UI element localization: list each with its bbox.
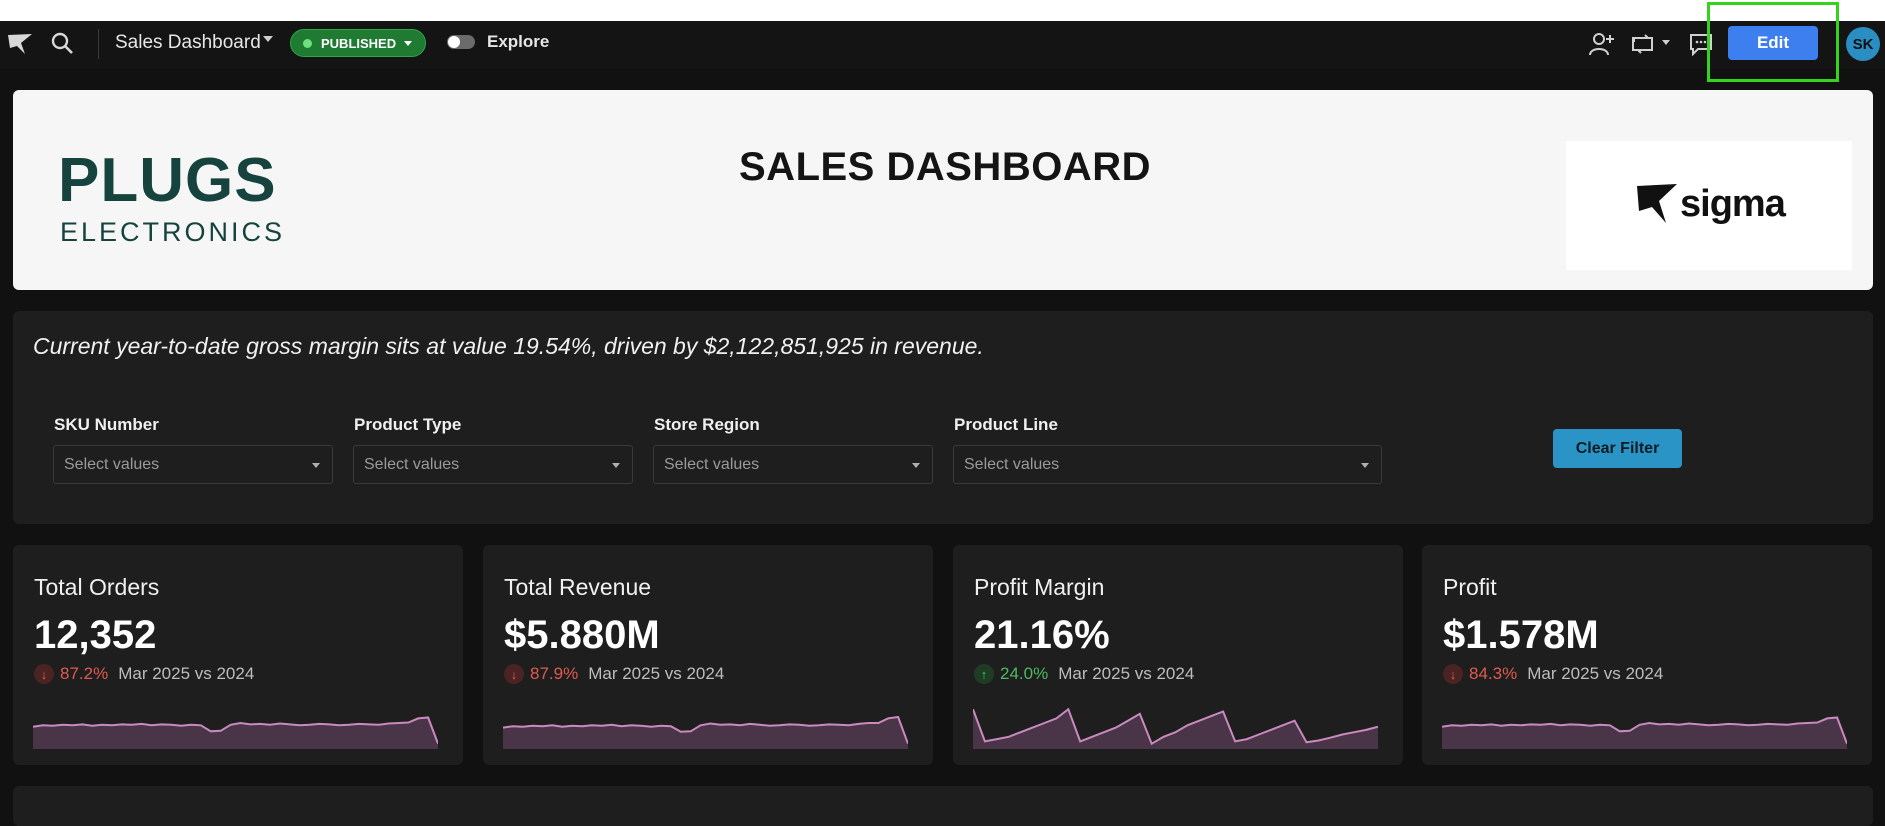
- electronics-logo-text: ELECTRONICS: [60, 217, 286, 247]
- toggle-knob: [448, 36, 460, 48]
- kpi-delta-period: Mar 2025 vs 2024: [1527, 664, 1664, 683]
- plugs-logo: PLUGS: [58, 146, 277, 215]
- select-placeholder: Select values: [664, 455, 760, 473]
- header-card: [13, 90, 1873, 290]
- select-placeholder: Select values: [964, 455, 1060, 473]
- sparkline-line: [503, 715, 908, 745]
- sparkline-area: [503, 717, 908, 749]
- filter-label-product-line: Product Line: [954, 415, 1058, 434]
- kpi-title: Total Orders: [34, 574, 160, 600]
- toolbar-divider: [98, 29, 99, 59]
- search-icon[interactable]: [48, 29, 76, 57]
- sigma-logo-text: sigma: [1680, 183, 1786, 225]
- kpi-delta-value: 87.2%: [60, 664, 109, 683]
- filter-label-sku: SKU Number: [54, 415, 159, 434]
- chevron-down-icon: [912, 463, 920, 468]
- refresh-icon[interactable]: [1628, 29, 1658, 59]
- add-user-icon[interactable]: [1587, 29, 1617, 59]
- arrow-down-icon: ↓: [34, 664, 54, 684]
- kpi-delta: ↓ 87.9% Mar 2025 vs 2024: [504, 664, 724, 684]
- chevron-down-icon: [312, 463, 320, 468]
- kpi-delta-period: Mar 2025 vs 2024: [1058, 664, 1195, 683]
- kpi-card-profit[interactable]: Profit $1.578M ↓ 84.3% Mar 2025 vs 2024: [1422, 545, 1872, 765]
- filter-select-product-type[interactable]: Select values: [353, 445, 633, 484]
- arrow-up-icon: ↑: [974, 664, 994, 684]
- sigma-logo-icon: [1634, 182, 1680, 226]
- kpi-sparkline: [33, 716, 438, 749]
- chevron-down-icon[interactable]: [1662, 40, 1670, 45]
- filter-select-store-region[interactable]: Select values: [653, 445, 933, 484]
- kpi-delta-value: 24.0%: [1000, 664, 1049, 683]
- kpi-delta: ↑ 24.0% Mar 2025 vs 2024: [974, 664, 1194, 684]
- status-dot-icon: [303, 38, 312, 48]
- filter-label-store-region: Store Region: [654, 415, 760, 434]
- top-strip: [0, 0, 1885, 21]
- filter-select-sku[interactable]: Select values: [53, 445, 333, 484]
- kpi-card-total-orders[interactable]: Total Orders 12,352 ↓ 87.2% Mar 2025 vs …: [13, 545, 463, 765]
- explore-label: Explore: [487, 32, 550, 51]
- select-placeholder: Select values: [64, 455, 160, 473]
- kpi-value: 12,352: [34, 613, 157, 657]
- user-avatar[interactable]: SK: [1846, 27, 1880, 61]
- chevron-down-icon: [612, 463, 620, 468]
- kpi-sparkline: [503, 715, 908, 749]
- arrow-down-icon: ↓: [1443, 664, 1463, 684]
- kpi-card-total-revenue[interactable]: Total Revenue $5.880M ↓ 87.9% Mar 2025 v…: [483, 545, 933, 765]
- kpi-title: Profit: [1443, 574, 1497, 600]
- kpi-sparkline: [973, 707, 1378, 749]
- chevron-down-icon: [1361, 463, 1369, 468]
- kpi-card-profit-margin[interactable]: Profit Margin 21.16% ↑ 24.0% Mar 2025 vs…: [953, 545, 1403, 765]
- sparkline-line: [973, 707, 1378, 746]
- sigma-logo-box: [1566, 141, 1852, 270]
- kpi-delta-value: 87.9%: [530, 664, 579, 683]
- page-title: SALES DASHBOARD: [739, 145, 1151, 189]
- kpi-delta: ↓ 87.2% Mar 2025 vs 2024: [34, 664, 254, 684]
- sparkline-line: [1442, 716, 1847, 745]
- kpi-sparkline: [1442, 716, 1847, 749]
- status-label: PUBLISHED: [321, 35, 397, 51]
- sparkline-area: [973, 709, 1378, 749]
- kpi-delta-period: Mar 2025 vs 2024: [118, 664, 255, 683]
- chevron-down-icon[interactable]: [263, 36, 273, 42]
- arrow-down-icon: ↓: [504, 664, 524, 684]
- sigma-home-icon[interactable]: [5, 29, 35, 59]
- kpi-title: Total Revenue: [504, 574, 652, 600]
- clear-filter-button[interactable]: Clear Filter: [1553, 429, 1682, 468]
- summary-text: Current year-to-date gross margin sits a…: [33, 333, 984, 359]
- select-placeholder: Select values: [364, 455, 460, 473]
- document-title[interactable]: Sales Dashboard: [115, 32, 261, 53]
- published-status-badge[interactable]: PUBLISHED: [290, 29, 426, 57]
- edit-button[interactable]: Edit: [1728, 26, 1818, 60]
- filter-label-product-type: Product Type: [354, 415, 462, 434]
- sparkline-line: [33, 716, 438, 745]
- kpi-value: $1.578M: [1443, 613, 1599, 657]
- kpi-delta: ↓ 84.3% Mar 2025 vs 2024: [1443, 664, 1663, 684]
- sparkline-area: [1442, 717, 1847, 749]
- highlight-outline: [1707, 2, 1839, 82]
- next-section-card: [13, 786, 1873, 826]
- filter-card: [13, 311, 1873, 524]
- kpi-delta-value: 84.3%: [1469, 664, 1518, 683]
- explore-toggle[interactable]: [447, 35, 475, 49]
- kpi-title: Profit Margin: [974, 574, 1105, 600]
- chevron-down-icon: [404, 40, 413, 46]
- kpi-delta-period: Mar 2025 vs 2024: [588, 664, 725, 683]
- filter-select-product-line[interactable]: Select values: [953, 445, 1382, 484]
- kpi-value: $5.880M: [504, 613, 660, 657]
- sparkline-area: [33, 717, 438, 749]
- kpi-value: 21.16%: [974, 613, 1110, 657]
- comments-icon[interactable]: [1686, 29, 1716, 59]
